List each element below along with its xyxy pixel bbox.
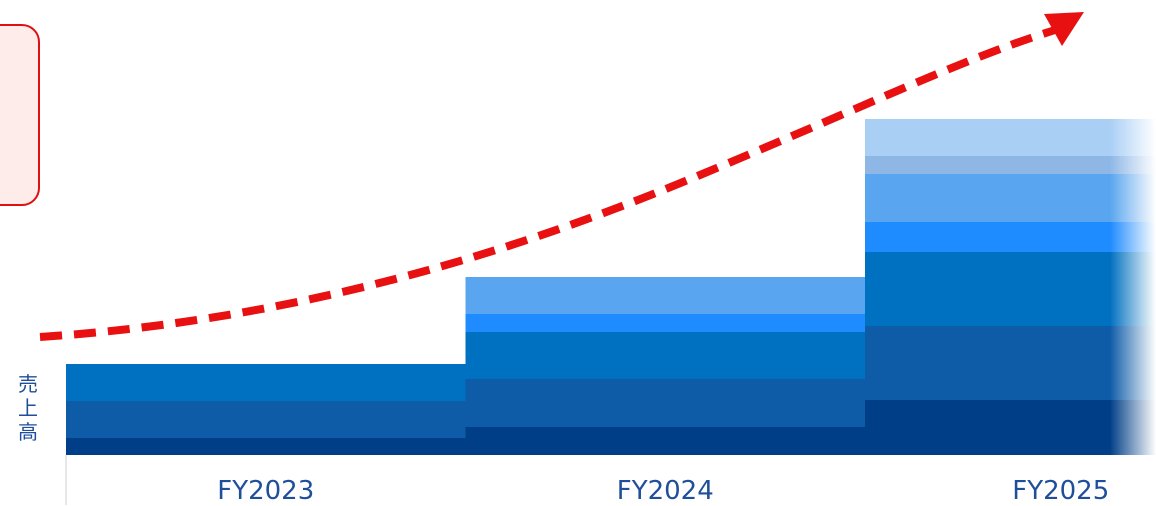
bar-segment-FY2025-1	[865, 400, 1156, 455]
bar-segment-FY2024-5	[465, 277, 866, 314]
bar-segment-FY2025-3	[865, 252, 1156, 326]
bar-segment-FY2024-3	[465, 332, 866, 379]
bar-segment-FY2023-2	[66, 401, 466, 438]
annotation-callout-box	[0, 24, 40, 206]
bar-segment-FY2024-4	[465, 314, 866, 332]
fade-overlay	[1110, 100, 1156, 460]
bar-segment-FY2024-1	[465, 427, 866, 455]
x-tick-label: FY2024	[616, 476, 714, 506]
trend-arrow	[39, 26, 1057, 341]
bar-segment-FY2025-7	[865, 119, 1156, 156]
bar-segment-FY2023-3	[66, 364, 466, 401]
bar-segment-FY2025-5	[865, 174, 1156, 222]
trend-arrow-head	[1044, 12, 1084, 46]
bar-segment-FY2025-6	[865, 156, 1156, 174]
y-axis-label: 売上高	[18, 372, 38, 444]
x-tick-label: FY2023	[217, 476, 315, 506]
bar-segment-FY2025-4	[865, 222, 1156, 252]
bar-segment-FY2023-1	[66, 438, 466, 455]
bar-segment-FY2024-2	[465, 379, 866, 427]
bar-segment-FY2025-2	[865, 326, 1156, 400]
x-tick-label: FY2025	[1012, 476, 1110, 506]
